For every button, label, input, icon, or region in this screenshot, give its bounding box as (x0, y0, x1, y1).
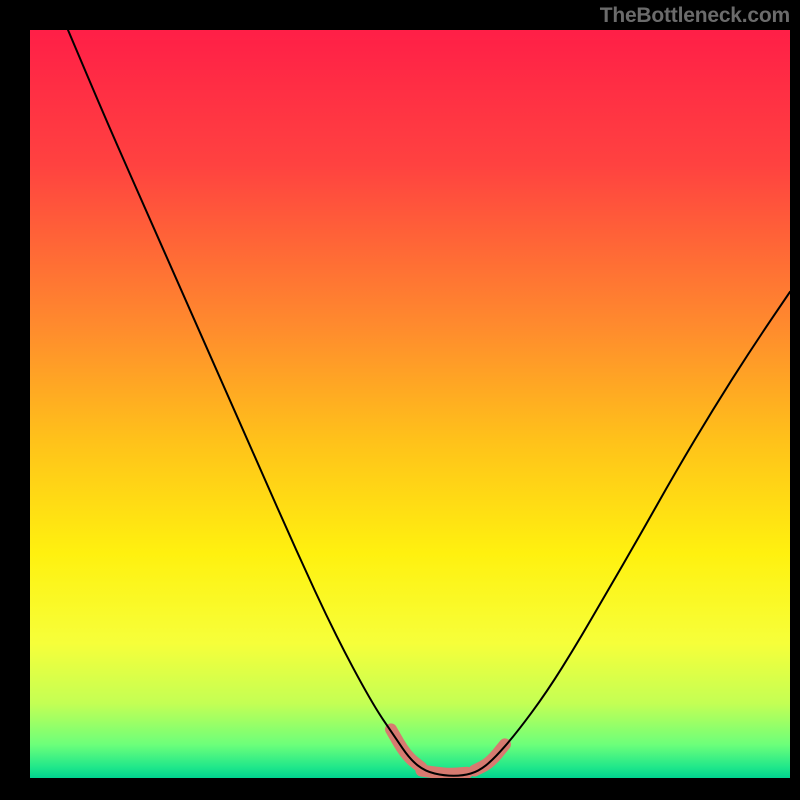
highlight-segment-0 (391, 729, 421, 767)
main-curve (68, 30, 790, 776)
watermark-text: TheBottleneck.com (600, 4, 790, 28)
highlight-segment-2 (475, 744, 505, 770)
chart-frame: TheBottleneck.com (0, 0, 800, 800)
plot-svg (30, 30, 790, 778)
plot-area (30, 30, 790, 778)
